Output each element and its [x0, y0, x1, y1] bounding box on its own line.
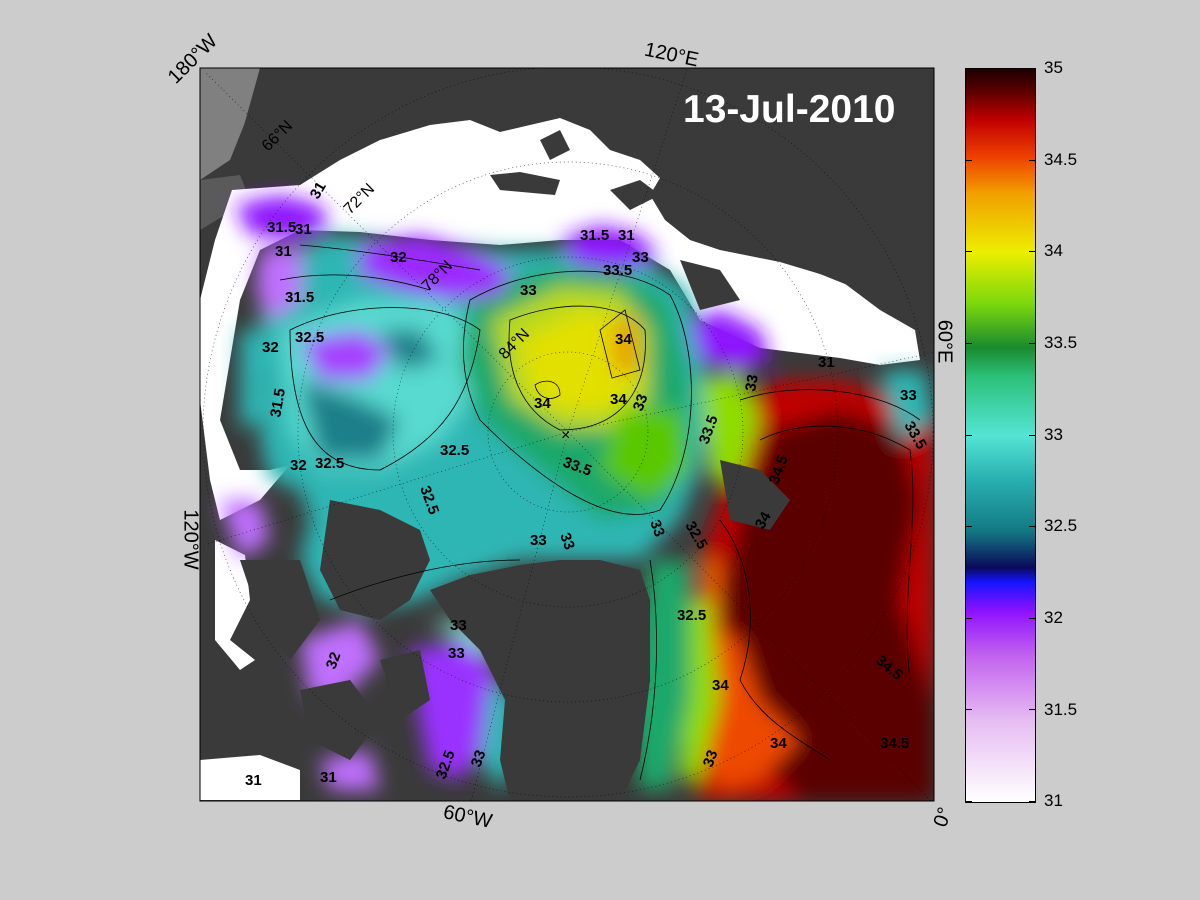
colorbar-tick-mark [966, 160, 972, 161]
contour-label: 31 [307, 179, 330, 202]
colorbar [965, 68, 1036, 803]
contour-label: 34 [770, 735, 787, 752]
date-title: 13-Jul-2010 [683, 88, 896, 131]
contour-label: 34 [712, 677, 729, 694]
contour-label: 33 [450, 617, 467, 634]
island [490, 172, 560, 195]
colorbar-tick-mark [1029, 801, 1035, 802]
colorbar-tick: 33 [1044, 425, 1063, 444]
contour-label: 31 [245, 772, 262, 789]
contour-label: 33 [632, 249, 649, 266]
contour-label: 34 [610, 391, 627, 408]
contour-label: 33 [646, 518, 668, 539]
contour-label: 32 [262, 339, 279, 356]
contour-label: 33 [520, 282, 537, 299]
contour-label: 33 [630, 392, 652, 413]
north-pole-marker: × [561, 427, 570, 444]
contour-label: 33 [700, 748, 722, 769]
contour-label: 33 [900, 387, 917, 404]
land-area [200, 68, 260, 180]
colorbar-tick-mark [966, 526, 972, 527]
colorbar-tick-mark [966, 435, 972, 436]
contour-label: 34 [534, 395, 551, 412]
contour-label: 34 [615, 331, 632, 348]
contour-label: 33 [530, 532, 547, 549]
colorbar-tick-mark [966, 801, 972, 802]
colorbar-tick-mark [1029, 160, 1035, 161]
colorbar-tick-mark [1029, 251, 1035, 252]
colorbar-tick-mark [1029, 343, 1035, 344]
colorbar-tick: 33.5 [1044, 333, 1078, 352]
colorbar-tick-mark [966, 618, 972, 619]
contour-label: 31.5 [267, 387, 289, 419]
contour-label: 33 [448, 645, 465, 662]
island [540, 130, 570, 160]
land-area [200, 175, 250, 230]
sea-ice [200, 118, 920, 520]
contour-label: 33 [556, 531, 578, 552]
contour-label: 33 [742, 373, 762, 392]
colorbar-tick-mark [966, 343, 972, 344]
contour-label: 33 [468, 748, 490, 769]
contour-label: 31 [818, 354, 835, 371]
colorbar-tick: 32.5 [1044, 516, 1078, 535]
map-frame [199, 67, 935, 802]
contour-label: 32 [390, 249, 407, 266]
landmass [240, 68, 934, 801]
colorbar-tick: 31 [1044, 791, 1063, 810]
graticule [202, 68, 934, 801]
contour-label: 32.5 [295, 329, 324, 346]
colorbar-tick-mark [1029, 709, 1035, 710]
colorbar-tick-mark [966, 251, 972, 252]
contour-label: 32 [290, 457, 307, 474]
colorbar-tick-mark [1029, 435, 1035, 436]
contour-label: 34.5 [880, 735, 909, 752]
colorbar-tick-mark [966, 709, 972, 710]
contour-lines [279, 244, 921, 781]
contour-label: 31.5 [267, 219, 296, 236]
contour-label: 31 [295, 221, 312, 238]
contour-label: 32.5 [440, 442, 469, 459]
colorbar-tick-mark [1029, 68, 1035, 69]
contour-label: 34 [752, 508, 775, 532]
lon-label-120w: 120°W [179, 509, 202, 570]
contour-label: 31.5 [580, 227, 609, 244]
contour-label: 32 [323, 650, 345, 671]
contour-label: 31 [275, 243, 292, 260]
contour-label: 32.5 [315, 455, 344, 472]
sea-ice [200, 755, 300, 800]
colorbar-tick-mark [1029, 526, 1035, 527]
colorbar-tick: 34.5 [1044, 150, 1078, 169]
colorbar-tick: 32 [1044, 608, 1063, 627]
contour-label: 31 [320, 769, 337, 786]
colorbar-tick: 31.5 [1044, 700, 1078, 719]
colorbar-tick: 34 [1044, 241, 1063, 260]
contour-label: 32.5 [677, 607, 706, 624]
contour-label: 31 [618, 227, 635, 244]
colorbar-tick-mark [966, 68, 972, 69]
colorbar-tick: 35 [1044, 58, 1063, 77]
contour-label: 31.5 [285, 289, 314, 306]
lon-label-60e: 60°E [933, 319, 956, 364]
contour-label: 33.5 [603, 262, 632, 279]
colorbar-tick-mark [1029, 618, 1035, 619]
island [610, 180, 660, 210]
